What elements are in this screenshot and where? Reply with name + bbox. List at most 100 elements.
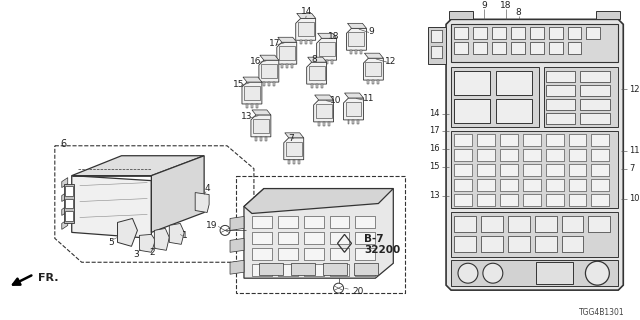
Bar [304,216,324,228]
Bar [546,149,564,161]
Bar [492,27,506,39]
Bar [451,212,618,257]
Bar [546,134,564,146]
Bar [543,67,618,127]
Bar [568,164,586,176]
Polygon shape [317,33,337,38]
Text: 15: 15 [233,80,244,89]
Bar [317,122,319,126]
Bar [500,194,518,205]
Bar [253,119,269,133]
Bar [496,71,532,95]
Bar [331,60,333,64]
Bar [454,42,468,54]
Polygon shape [446,19,623,290]
Bar [546,179,564,191]
Bar [278,248,298,260]
Bar [64,184,74,223]
Bar [355,50,358,54]
Bar [477,179,495,191]
Bar [252,264,272,276]
Bar [481,216,503,232]
Text: 14: 14 [429,109,440,118]
Bar [568,42,582,54]
Polygon shape [230,216,244,230]
Bar [568,149,586,161]
Polygon shape [315,95,333,100]
Bar [358,120,360,124]
Bar [588,216,611,232]
Bar [431,30,442,42]
Polygon shape [154,228,170,250]
Polygon shape [244,188,394,213]
Bar [568,27,582,39]
Text: 11: 11 [629,146,640,155]
Text: 15: 15 [429,162,440,171]
Bar [580,71,611,82]
Bar [536,262,573,284]
Bar [326,60,328,64]
Bar [265,137,267,141]
Bar [500,179,518,191]
Polygon shape [308,57,326,62]
Polygon shape [364,58,383,80]
Bar [255,137,257,141]
Polygon shape [230,238,244,252]
Text: 6: 6 [61,139,67,149]
Polygon shape [243,77,262,82]
Polygon shape [195,193,209,212]
Polygon shape [244,188,394,278]
Bar [586,27,600,39]
Bar [278,264,298,276]
Bar [372,80,374,84]
Bar [291,64,292,68]
Bar [310,40,312,44]
Bar [304,248,324,260]
Bar [568,179,586,191]
Bar [454,164,472,176]
Polygon shape [62,178,68,188]
Bar [548,42,563,54]
Polygon shape [307,62,326,84]
Polygon shape [140,234,156,252]
Bar [473,42,487,54]
Bar [561,236,584,252]
Bar [511,27,525,39]
Bar [65,212,73,221]
Bar [451,24,618,62]
Polygon shape [346,28,367,50]
Bar [548,27,563,39]
Bar [546,99,575,110]
Polygon shape [296,18,316,40]
Bar [286,64,288,68]
Bar [355,232,376,244]
Bar [500,149,518,161]
Bar [523,164,541,176]
Bar [365,62,381,76]
Polygon shape [317,38,337,60]
Circle shape [586,261,609,285]
Bar [378,80,380,84]
Polygon shape [344,98,364,120]
Polygon shape [278,37,297,42]
Text: 9: 9 [369,27,374,36]
Bar [473,27,487,39]
Bar [360,50,362,54]
Bar [477,149,495,161]
Polygon shape [449,12,473,19]
Text: 18: 18 [500,1,511,10]
Bar [580,113,611,124]
Bar [278,232,298,244]
Bar [355,248,376,260]
Bar [304,264,324,276]
Text: TGG4B1301: TGG4B1301 [579,308,624,316]
Bar [454,179,472,191]
Bar [244,86,260,100]
Text: 17: 17 [429,126,440,135]
Text: 16: 16 [429,144,440,153]
Text: 8: 8 [312,55,317,64]
Bar [546,164,564,176]
Bar [580,99,611,110]
Bar [546,71,575,82]
Bar [298,22,314,36]
